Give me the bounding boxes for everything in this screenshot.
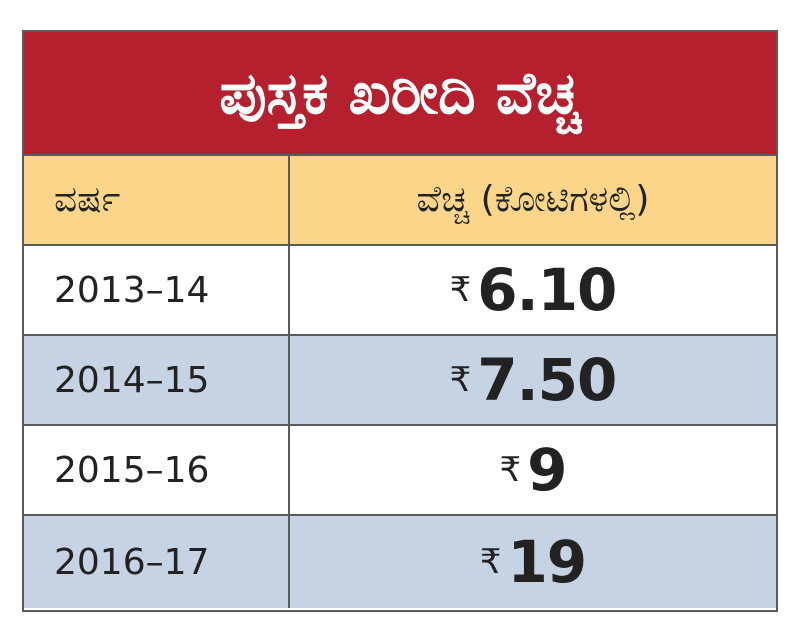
currency: ₹ — [449, 360, 472, 400]
currency: ₹ — [499, 450, 522, 490]
year-cell: 2015–16 — [24, 426, 290, 514]
amount-cell: ₹9 — [290, 426, 776, 514]
header-cell: ವೆಚ್ಚ (ಕೋಟಿಗಳಲ್ಲಿ) — [416, 179, 650, 220]
amount: 7.50 — [477, 346, 617, 414]
currency: ₹ — [479, 542, 502, 582]
table-row: 2014–15 ₹7.50 — [24, 336, 776, 426]
year-cell: 2013–14 — [24, 246, 290, 334]
table-row: 2013–14 ₹6.10 — [24, 246, 776, 336]
header-row: ವರ್ಷ ವೆಚ್ಚ (ಕೋಟಿಗಳಲ್ಲಿ) — [24, 156, 776, 246]
amount: 6.10 — [477, 256, 617, 324]
amount-cell: ₹6.10 — [290, 246, 776, 334]
year-cell: 2016–17 — [24, 516, 290, 608]
amount: 9 — [527, 436, 567, 504]
amount-cell: ₹19 — [290, 516, 776, 608]
year-cell: 2014–15 — [24, 336, 290, 424]
table-row: 2016–17 ₹19 — [24, 516, 776, 608]
amount: 19 — [507, 528, 587, 596]
header-cell: ವರ್ಷ — [24, 156, 290, 244]
amount-cell: ₹7.50 — [290, 336, 776, 424]
table-row: 2015–16 ₹9 — [24, 426, 776, 516]
table-card: ಪುಸ್ತಕ ಖರೀದಿ ವೆಚ್ಚ ವರ್ಷ ವೆಚ್ಚ (ಕೋಟಿಗಳಲ್ಲ… — [22, 30, 778, 612]
currency: ₹ — [449, 270, 472, 310]
title: ಪುಸ್ತಕ ಖರೀದಿ ವೆಚ್ಚ — [24, 32, 776, 156]
